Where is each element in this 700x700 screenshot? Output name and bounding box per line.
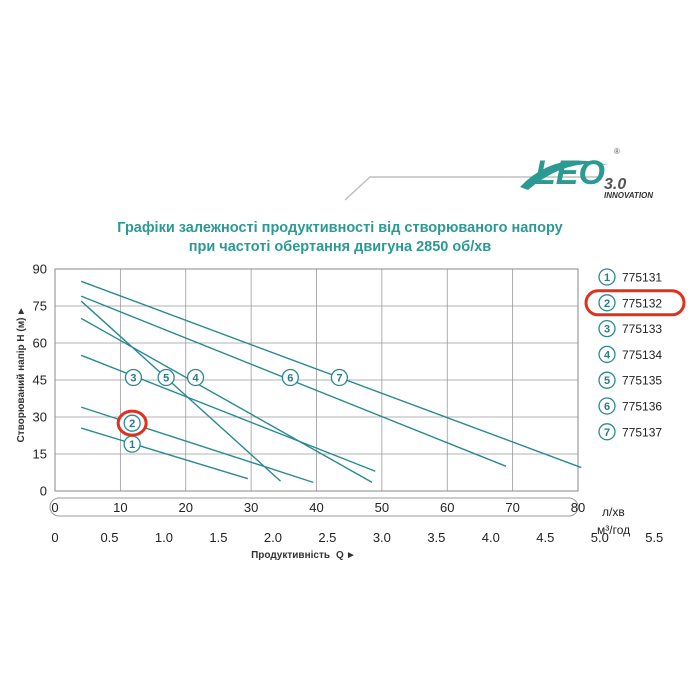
logo-text: LEO bbox=[535, 154, 605, 192]
curve-marker-label: 5 bbox=[163, 373, 169, 385]
logo-version: 3.0 bbox=[604, 176, 626, 193]
legend-item-6: 775136 bbox=[622, 400, 662, 414]
legend-marker-label: 6 bbox=[604, 401, 610, 413]
x2-tick-label: 5.0 bbox=[591, 530, 609, 545]
curve-marker-5 bbox=[157, 368, 175, 387]
x2-unit-label: м³/год bbox=[597, 523, 630, 537]
x2-tick-label: 0 bbox=[51, 530, 58, 545]
x-tick-label: 60 bbox=[440, 500, 454, 515]
curve-marker-label: 6 bbox=[287, 373, 293, 385]
x-unit-label: л/хв bbox=[602, 505, 625, 519]
legend: 1 775131 2 775132 3 775133 4 775134 5 775135 6 7751… bbox=[584, 268, 686, 441]
legend-marker-label: 4 bbox=[604, 349, 611, 361]
x-axis-label: Продуктивність bbox=[251, 550, 330, 561]
y-tick-label: 15 bbox=[33, 447, 47, 462]
legend-marker-3 bbox=[598, 319, 616, 338]
legend-item-5: 775135 bbox=[622, 374, 662, 388]
x2-tick-label: 3.0 bbox=[373, 530, 391, 545]
y-tick-label: 60 bbox=[33, 336, 47, 351]
legend-highlight-icon bbox=[584, 289, 686, 317]
series-line-1 bbox=[80, 427, 249, 480]
series-line-5 bbox=[80, 300, 282, 482]
x-axis-arrow-icon: ► bbox=[346, 550, 356, 561]
curve-marker-6 bbox=[281, 368, 300, 387]
legend-marker-5 bbox=[598, 371, 616, 389]
legend-item-3: 775133 bbox=[622, 322, 662, 336]
x-tick-label: 10 bbox=[113, 500, 127, 515]
x-tick-labels: 0 10 20 30 40 50 60 70 80 bbox=[51, 500, 585, 515]
x2-tick-label: 4.0 bbox=[482, 530, 500, 545]
x2-tick-label: 2.0 bbox=[264, 530, 282, 545]
legend-item-2: 775132 bbox=[622, 296, 662, 310]
legend-marker-1 bbox=[598, 268, 616, 286]
x2-tick-label: 4.5 bbox=[536, 530, 554, 545]
x-tick-label: 0 bbox=[51, 500, 58, 515]
y-tick-labels: 0 15 30 45 60 75 90 bbox=[33, 262, 47, 499]
x-tick-label: 70 bbox=[505, 500, 519, 515]
x2-tick-label: 3.5 bbox=[427, 530, 445, 545]
legend-item-4: 775134 bbox=[622, 348, 662, 362]
x-axis-bar bbox=[49, 497, 579, 517]
x-tick-label: 20 bbox=[179, 500, 193, 515]
x2-tick-label: 1.0 bbox=[155, 530, 173, 545]
x2-tick-label: 0.5 bbox=[100, 530, 118, 545]
series-line-2 bbox=[80, 406, 314, 484]
series-line-7 bbox=[80, 280, 582, 469]
x-tick-label: 40 bbox=[309, 500, 323, 515]
x-axis-symbol: Q bbox=[336, 550, 344, 561]
plot-frame bbox=[54, 268, 579, 492]
curve-marker-label: 2 bbox=[129, 418, 135, 430]
y-tick-label: 45 bbox=[33, 373, 47, 388]
legend-marker-label: 7 bbox=[604, 427, 610, 439]
curve-marker-label: 4 bbox=[192, 373, 199, 385]
series-layer bbox=[80, 280, 582, 484]
curve-marker-7 bbox=[330, 368, 349, 387]
legend-marker-label: 5 bbox=[604, 375, 610, 387]
x2-tick-label: 5.5 bbox=[645, 530, 663, 545]
chart-title-line-1: Графіки залежності продуктивності від ст… bbox=[117, 220, 562, 236]
y-tick-label: 0 bbox=[40, 484, 47, 499]
legend-marker-label: 1 bbox=[604, 272, 610, 284]
chart-title-line-2: при частоті обертання двигуна 2850 об/хв bbox=[189, 239, 492, 255]
x-tick-label: 50 bbox=[375, 500, 389, 515]
legend-marker-6 bbox=[598, 397, 616, 415]
legend-marker-label: 3 bbox=[604, 324, 610, 336]
logo-tagline: INNOVATION bbox=[604, 191, 653, 200]
y-axis-label: Створюваний напір H (м) bbox=[16, 318, 27, 443]
x-tick-label: 30 bbox=[244, 500, 258, 515]
x-tick-label: 80 bbox=[571, 500, 585, 515]
x2-tick-label: 2.5 bbox=[318, 530, 336, 545]
y-tick-label: 30 bbox=[33, 410, 47, 425]
curve-marker-label: 7 bbox=[336, 373, 342, 385]
decorative-line bbox=[344, 176, 600, 201]
x2-tick-label: 1.5 bbox=[209, 530, 227, 545]
legend-item-7: 775137 bbox=[622, 425, 662, 439]
legend-marker-7 bbox=[598, 423, 616, 441]
legend-marker-4 bbox=[598, 345, 616, 364]
legend-marker-2 bbox=[598, 294, 616, 312]
logo-swoosh-icon bbox=[520, 160, 608, 190]
y-axis-arrow-icon: ► bbox=[16, 306, 27, 316]
y-tick-label: 75 bbox=[33, 299, 47, 314]
curve-marker-3 bbox=[124, 368, 143, 387]
brand-logo: LEO 3.0 ® INNOVATION bbox=[520, 147, 653, 200]
logo-registered: ® bbox=[614, 147, 620, 156]
y-tick-label: 90 bbox=[33, 262, 47, 277]
curve-marker-label: 1 bbox=[129, 439, 135, 451]
markers-layer: 1 2 3 4 5 6 7 bbox=[116, 368, 349, 453]
curve-marker-label: 3 bbox=[130, 373, 136, 385]
legend-item-1: 775131 bbox=[622, 271, 662, 285]
legend-marker-label: 2 bbox=[604, 298, 610, 310]
x2-tick-labels: 0 0.5 1.0 1.5 2.0 2.5 3.0 3.5 4.0 4.5 5.0 5.5 bbox=[51, 530, 663, 545]
curve-marker-4 bbox=[186, 368, 205, 387]
curve-marker-2 bbox=[123, 414, 141, 432]
